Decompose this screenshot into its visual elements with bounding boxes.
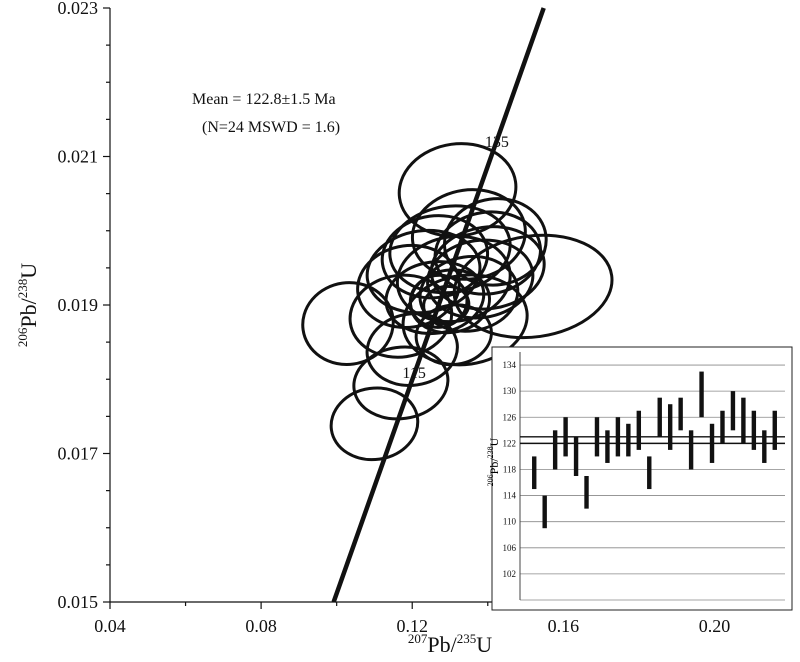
age-error-bar	[573, 436, 579, 476]
concordia-age-label: 135	[485, 134, 509, 151]
age-error-bar	[762, 430, 767, 463]
inset-y-tick-label: 126	[503, 412, 517, 422]
weighted-mean-inset: 102 106 110 114 118 122 126 130 134 206Pb/238U	[486, 346, 793, 611]
error-ellipse	[418, 254, 520, 333]
age-error-bar	[615, 417, 621, 457]
age-error-bar	[688, 430, 694, 470]
error-ellipse	[410, 188, 527, 281]
y-tick-label: 0.015	[58, 592, 99, 612]
y-tick-label: 0.021	[58, 147, 99, 167]
x-tick-label: 0.20	[699, 616, 731, 636]
age-error-bar	[584, 476, 589, 509]
error-ellipse	[329, 386, 420, 462]
inset-y-tick-label: 134	[503, 360, 517, 370]
y-tick-label: 0.023	[58, 0, 99, 18]
y-axis-title: 206Pb/238U	[15, 263, 41, 347]
x-tick-label: 0.16	[548, 616, 580, 636]
x-tick-label: 0.12	[396, 616, 428, 636]
inset-y-tick-label: 114	[503, 491, 517, 501]
error-ellipse	[348, 273, 454, 359]
age-error-bar	[772, 410, 777, 450]
inset-y-tick-label: 118	[503, 464, 517, 474]
x-axis-title: 207Pb/235U	[408, 631, 492, 657]
error-ellipse	[414, 303, 493, 367]
n-mswd-annotation: (N=24 MSWD = 1.6)	[202, 119, 340, 136]
error-ellipse	[452, 233, 614, 340]
age-error-bar	[751, 410, 757, 450]
age-error-bar	[594, 417, 600, 457]
mean-age-annotation: Mean = 122.8±1.5 Ma	[192, 91, 336, 108]
age-error-bar	[741, 397, 746, 444]
age-error-bar	[647, 456, 652, 490]
age-error-bar	[678, 397, 683, 431]
x-tick-label: 0.04	[94, 616, 126, 636]
error-ellipse	[352, 345, 450, 421]
inset-frame	[491, 346, 793, 611]
ellipse-group	[301, 142, 614, 462]
concordia-age-label: 115	[402, 365, 425, 382]
age-error-bar	[626, 423, 631, 457]
y-tick-label: 0.017	[58, 444, 99, 464]
inset-y-tick-label: 122	[503, 438, 517, 448]
error-ellipse	[356, 243, 461, 329]
age-error-bar	[563, 417, 568, 457]
age-error-bar	[605, 430, 610, 463]
inset-y-tick-label: 106	[503, 543, 517, 553]
inset-y-tick-label: 110	[503, 517, 517, 527]
age-error-bar	[636, 410, 642, 450]
age-error-bar	[552, 430, 558, 470]
age-error-bar	[542, 495, 547, 529]
age-error-bar	[667, 404, 673, 450]
y-tick-label: 0.019	[58, 295, 99, 315]
inset-y-tick-label: 102	[503, 569, 517, 579]
age-error-bar	[709, 423, 715, 463]
x-tick-label: 0.08	[245, 616, 277, 636]
main-axes: 0.04 0.08 0.12 0.16 0.20 0.015 0.017 0.019 0.021…	[15, 0, 791, 657]
inset-y-tick-label: 130	[503, 386, 517, 396]
age-error-bar	[657, 397, 662, 437]
main-text-group: Mean = 122.8±1.5 Ma (N=24 MSWD = 1.6) 135 1…	[192, 91, 509, 382]
age-error-bar	[720, 410, 725, 444]
inset-y-axis-title: 206Pb/238U	[486, 437, 501, 486]
concordia-line-group	[331, 7, 546, 603]
concordia-line	[331, 7, 546, 603]
age-error-bar	[699, 371, 704, 418]
error-ellipse	[401, 273, 529, 367]
age-error-bar	[730, 391, 736, 431]
error-ellipse	[365, 312, 459, 387]
age-error-bar	[532, 456, 537, 490]
